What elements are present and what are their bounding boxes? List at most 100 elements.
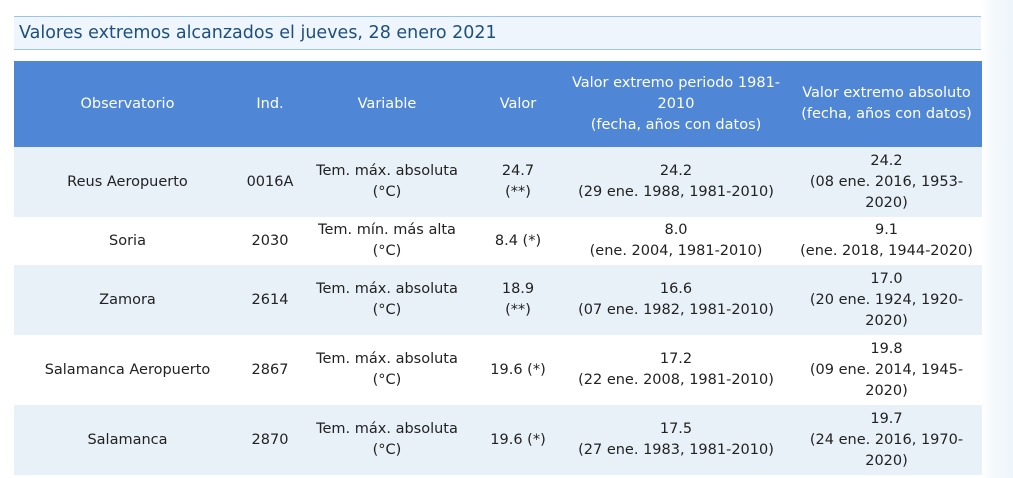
cell-text: Reus Aeropuerto — [67, 173, 188, 190]
column-header-absoluto: Valor extremo absoluto (fecha, años con … — [791, 61, 982, 147]
cell-line: 8.4 (*) — [494, 232, 542, 249]
cell-ind: 2030 — [241, 217, 299, 265]
cell-valor: 18.9 (**) — [475, 265, 561, 335]
column-header-label: Observatorio — [80, 95, 175, 112]
cell-text: Soria — [109, 232, 146, 249]
cell-ind: 2614 — [241, 265, 299, 335]
cell-line: 19.6 (*) — [490, 361, 546, 378]
cell-line: 24.7 — [501, 163, 535, 179]
cell-text: 2614 — [251, 291, 289, 308]
cell-absoluto: 9.1 (ene. 2018, 1944-2020) — [791, 217, 982, 265]
cell-line: (°C) — [372, 243, 402, 259]
cell-valor: 24.7 (**) — [475, 147, 561, 217]
table-row: Salamanca Aeropuerto 2867 Tem. máx. abso… — [14, 335, 982, 405]
column-header-line: 2010 — [657, 95, 695, 112]
cell-line: (°C) — [372, 372, 402, 388]
cell-line: (22 ene. 2008, 1981-2010) — [578, 372, 774, 388]
cell-line: (20 ene. 1924, 1920- — [809, 291, 964, 308]
cell-line: (24 ene. 2016, 1970- — [809, 431, 964, 448]
cell-line: Tem. máx. absoluta — [316, 281, 458, 297]
cell-line: (°C) — [372, 184, 402, 200]
column-header-label: Variable — [357, 95, 417, 112]
cell-line: 19.6 (*) — [490, 431, 546, 448]
cell-line: (ene. 2004, 1981-2010) — [589, 243, 763, 259]
cell-observatorio: Salamanca Aeropuerto — [14, 335, 241, 405]
cell-observatorio: Zamora — [14, 265, 241, 335]
cell-variable: Tem. máx. absoluta (°C) — [299, 147, 475, 217]
cell-line: 19.8 — [870, 340, 903, 357]
cell-observatorio: Salamanca — [14, 405, 241, 475]
cell-line: 17.5 — [659, 421, 693, 437]
table-row: Zamora 2614 Tem. máx. absoluta (°C) 18.9… — [14, 265, 982, 335]
cell-line: (ene. 2018, 1944-2020) — [800, 243, 973, 259]
cell-variable: Tem. mín. más alta (°C) — [299, 217, 475, 265]
cell-variable: Tem. máx. absoluta (°C) — [299, 335, 475, 405]
cell-line: 24.2 — [659, 163, 693, 179]
cell-line: 24.2 — [870, 152, 903, 169]
column-header-label: Ind. — [256, 95, 284, 112]
cell-line: (08 ene. 2016, 1953- — [809, 173, 964, 190]
table-row: Soria 2030 Tem. mín. más alta (°C) 8.4 (… — [14, 217, 982, 265]
cell-line: 2020) — [865, 312, 908, 329]
cell-line: (09 ene. 2014, 1945- — [809, 361, 964, 378]
cell-observatorio: Reus Aeropuerto — [14, 147, 241, 217]
cell-periodo: 16.6 (07 ene. 1982, 1981-2010) — [561, 265, 791, 335]
column-header-periodo: Valor extremo periodo 1981- 2010 (fecha,… — [561, 61, 791, 147]
cell-line: 2020) — [865, 452, 908, 469]
cell-text: 2867 — [251, 361, 289, 378]
cell-absoluto: 24.2 (08 ene. 2016, 1953- 2020) — [791, 147, 982, 217]
cell-line: 19.7 — [870, 410, 903, 427]
cell-valor: 19.6 (*) — [475, 405, 561, 475]
cell-line: (°C) — [372, 302, 402, 318]
cell-line: (**) — [505, 302, 531, 318]
cell-variable: Tem. máx. absoluta (°C) — [299, 265, 475, 335]
cell-ind: 2867 — [241, 335, 299, 405]
cell-line: Tem. mín. más alta — [318, 222, 456, 238]
cell-line: 8.0 — [664, 222, 688, 238]
table-row: Reus Aeropuerto 0016A Tem. máx. absoluta… — [14, 147, 982, 217]
cell-text: 2870 — [251, 431, 289, 448]
cell-ind: 0016A — [241, 147, 299, 217]
cell-valor: 8.4 (*) — [475, 217, 561, 265]
page-title: Valores extremos alcanzados el jueves, 2… — [19, 23, 497, 43]
section-title-bar: Valores extremos alcanzados el jueves, 2… — [14, 16, 981, 50]
cell-ind: 2870 — [241, 405, 299, 475]
cell-text: 0016A — [246, 173, 294, 190]
column-header-variable: Variable — [299, 61, 475, 147]
cell-absoluto: 19.7 (24 ene. 2016, 1970- 2020) — [791, 405, 982, 475]
table-row: Salamanca 2870 Tem. máx. absoluta (°C) 1… — [14, 405, 982, 475]
column-header-line: (fecha, años con datos) — [801, 106, 972, 122]
cell-line: 16.6 — [659, 281, 693, 297]
column-header-label: Valor — [499, 95, 537, 112]
cell-line: (27 ene. 1983, 1981-2010) — [578, 442, 774, 458]
cell-text: 2030 — [251, 232, 289, 249]
cell-text: Salamanca — [87, 431, 168, 448]
cell-line: 2020) — [865, 194, 908, 211]
page-side-background — [982, 0, 1013, 478]
cell-absoluto: 19.8 (09 ene. 2014, 1945- 2020) — [791, 335, 982, 405]
cell-line: (29 ene. 1988, 1981-2010) — [578, 184, 774, 200]
column-header-ind: Ind. — [241, 61, 299, 147]
cell-valor: 19.6 (*) — [475, 335, 561, 405]
cell-text: Zamora — [99, 291, 156, 308]
column-header-valor: Valor — [475, 61, 561, 147]
cell-line: Tem. máx. absoluta — [316, 421, 458, 437]
cell-line: (°C) — [372, 442, 402, 458]
column-header-observatorio: Observatorio — [14, 61, 241, 147]
cell-line: Tem. máx. absoluta — [316, 351, 458, 367]
cell-periodo: 8.0 (ene. 2004, 1981-2010) — [561, 217, 791, 265]
cell-line: (**) — [505, 184, 531, 200]
column-header-line: (fecha, años con datos) — [590, 116, 762, 133]
cell-absoluto: 17.0 (20 ene. 1924, 1920- 2020) — [791, 265, 982, 335]
column-header-line: Valor extremo absoluto — [802, 85, 971, 101]
cell-line: 9.1 — [874, 222, 899, 238]
cell-line: 18.9 — [501, 281, 535, 297]
cell-periodo: 17.5 (27 ene. 1983, 1981-2010) — [561, 405, 791, 475]
cell-periodo: 24.2 (29 ene. 1988, 1981-2010) — [561, 147, 791, 217]
cell-line: 17.0 — [870, 270, 903, 287]
extreme-values-table: Observatorio Ind. Variable Valor Valor e… — [14, 61, 982, 475]
cell-variable: Tem. máx. absoluta (°C) — [299, 405, 475, 475]
column-header-line: Valor extremo periodo 1981- — [571, 74, 781, 91]
cell-periodo: 17.2 (22 ene. 2008, 1981-2010) — [561, 335, 791, 405]
cell-line: Tem. máx. absoluta — [316, 163, 458, 179]
